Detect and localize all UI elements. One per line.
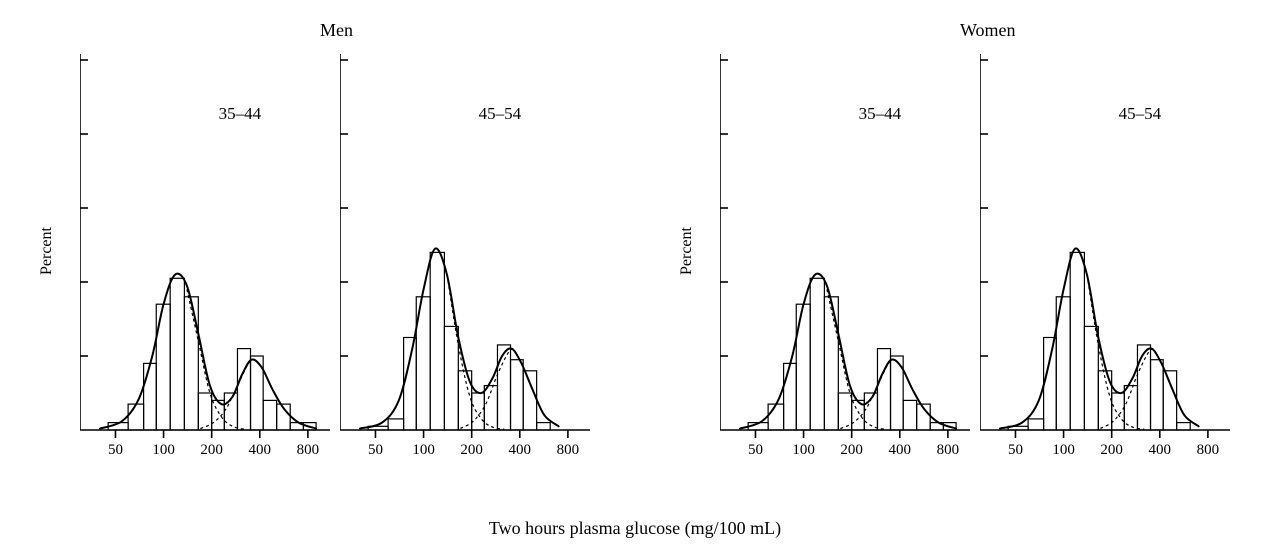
density-curve [1000, 248, 1199, 428]
x-tick-label: 800 [937, 442, 960, 458]
histogram-bar [430, 252, 444, 430]
histogram-bar [144, 363, 157, 430]
x-tick-label: 200 [200, 442, 223, 458]
histogram-bars [108, 278, 316, 430]
figure-container: MenWomenTwo hours plasma glucose (mg/100… [20, 20, 1250, 534]
x-tick-label: 100 [412, 442, 435, 458]
histogram-bars [748, 278, 956, 430]
axes: 50 100 200 400 800 [340, 54, 590, 458]
gaussian-left-tail [447, 275, 504, 430]
gaussian-right-rise [200, 360, 254, 429]
x-tick-label: 400 [1149, 442, 1172, 458]
x-tick-label: 50 [748, 442, 763, 458]
histogram-bar [1044, 338, 1057, 431]
x-tick-label: 200 [1100, 442, 1123, 458]
chart-svg: 10203040505010020040080035–44 [720, 50, 970, 470]
density-curve [100, 274, 316, 429]
histogram-bar [784, 363, 797, 430]
histogram-bar [1163, 371, 1176, 430]
histogram-bar [472, 393, 485, 430]
y-axis-label: Percent [678, 227, 696, 275]
gaussian-left-tail [187, 289, 244, 429]
chart-svg: 50 100 200 400 800 45–54 [340, 50, 590, 470]
panel-women-45-54: 50 100 200 400 800 45–54 [980, 50, 1230, 470]
gaussian-left-tail [827, 289, 884, 429]
histogram-bar [170, 278, 184, 430]
histogram-bar [824, 297, 838, 430]
x-tick-label: 50 [1008, 442, 1023, 458]
age-range-label: 35–44 [219, 104, 262, 123]
histogram-bar [1028, 419, 1043, 430]
x-tick-label: 200 [460, 442, 483, 458]
histogram-bar [1137, 345, 1150, 430]
panel-men-35-44: 10203040505010020040080035–44Percent [80, 50, 330, 470]
gaussian-right-rise [840, 360, 894, 429]
x-tick-label: 200 [840, 442, 863, 458]
histogram-bar [444, 326, 458, 430]
x-tick-label: 800 [557, 442, 580, 458]
x-tick-label: 50 [368, 442, 383, 458]
chart-svg: 10203040505010020040080035–44 [80, 50, 330, 470]
histogram-bar [1070, 252, 1084, 430]
x-tick-label: 100 [152, 442, 175, 458]
axes: 102030405050100200400800 [80, 53, 330, 458]
axes: 50 100 200 400 800 [980, 54, 1230, 458]
histogram-bar [404, 338, 417, 431]
x-axis-caption: Two hours plasma glucose (mg/100 mL) [20, 518, 1250, 539]
histogram-bar [263, 400, 276, 430]
x-tick-label: 400 [889, 442, 912, 458]
y-axis-label: Percent [38, 227, 56, 275]
group-title: Women [960, 20, 1016, 41]
group-title: Men [320, 20, 353, 41]
density-curve [740, 274, 956, 429]
histogram-bar [768, 404, 783, 430]
histogram-bar [523, 371, 536, 430]
histogram-bar [810, 278, 824, 430]
age-range-label: 45–54 [1119, 104, 1162, 123]
x-tick-label: 800 [1197, 442, 1220, 458]
histogram-bar [1084, 326, 1098, 430]
x-tick-label: 800 [297, 442, 320, 458]
histogram-bar [388, 419, 403, 430]
histogram-bar [1177, 423, 1191, 430]
x-tick-label: 400 [249, 442, 272, 458]
histogram-bar [184, 297, 198, 430]
histogram-bar [497, 345, 510, 430]
panel-men-45-54: 50 100 200 400 800 45–54 [340, 50, 590, 470]
axes: 102030405050100200400800 [720, 53, 970, 458]
x-tick-label: 400 [509, 442, 532, 458]
histogram-bar [198, 393, 211, 430]
histogram-bar [537, 423, 551, 430]
age-range-label: 35–44 [859, 104, 902, 123]
gaussian-left-tail [1087, 275, 1144, 430]
histogram-bar [128, 404, 143, 430]
age-range-label: 45–54 [479, 104, 522, 123]
x-tick-label: 100 [792, 442, 815, 458]
histogram-bar [237, 349, 250, 430]
histogram-bar [838, 393, 851, 430]
chart-svg: 50 100 200 400 800 45–54 [980, 50, 1230, 470]
histogram-bar [1112, 393, 1125, 430]
x-tick-label: 50 [108, 442, 123, 458]
histogram-bar [903, 400, 916, 430]
histogram-bar [877, 349, 890, 430]
histogram-bar [511, 360, 524, 430]
density-curve [360, 248, 559, 428]
histogram-bar [1151, 360, 1164, 430]
x-tick-label: 100 [1052, 442, 1075, 458]
panel-women-35-44: 10203040505010020040080035–44Percent [720, 50, 970, 470]
